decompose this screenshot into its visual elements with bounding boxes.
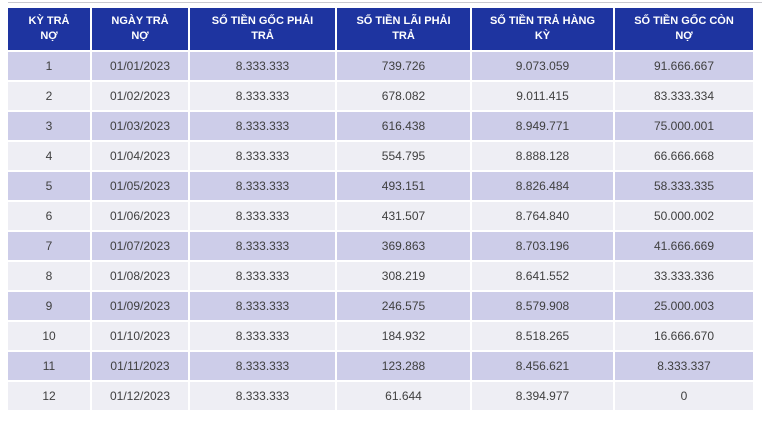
table-cell: 8.333.333 (190, 52, 335, 80)
table-cell: 8.949.771 (472, 112, 613, 140)
table-body: 1 01/01/2023 8.333.333 739.726 9.073.059 91.6… (8, 52, 753, 410)
table-cell: 12 (8, 382, 90, 410)
table-cell: 9.011.415 (472, 82, 613, 110)
table-row: 9 01/09/2023 8.333.333 246.575 8.579.908 25.0… (8, 292, 753, 320)
table-cell: 50.000.002 (615, 202, 753, 230)
table-cell: 9 (8, 292, 90, 320)
table-cell: 8.333.333 (190, 112, 335, 140)
table-cell: 7 (8, 232, 90, 260)
table-cell: 123.288 (337, 352, 470, 380)
table-cell: 8.703.196 (472, 232, 613, 260)
table-cell: 616.438 (337, 112, 470, 140)
table-cell: 01/12/2023 (92, 382, 188, 410)
column-header-period: KỲ TRẢ NỢ (8, 8, 90, 50)
table-cell: 184.932 (337, 322, 470, 350)
table-cell: 01/06/2023 (92, 202, 188, 230)
table-cell: 83.333.334 (615, 82, 753, 110)
table-cell: 8.333.333 (190, 292, 335, 320)
table-cell: 246.575 (337, 292, 470, 320)
table-cell: 0 (615, 382, 753, 410)
table-cell: 8.518.265 (472, 322, 613, 350)
table-cell: 9.073.059 (472, 52, 613, 80)
top-divider (8, 2, 762, 3)
table-cell: 8.333.333 (190, 322, 335, 350)
table-cell: 8.333.333 (190, 262, 335, 290)
table-cell: 01/05/2023 (92, 172, 188, 200)
table-cell: 91.666.667 (615, 52, 753, 80)
table-cell: 16.666.670 (615, 322, 753, 350)
table-cell: 01/02/2023 (92, 82, 188, 110)
table-cell: 01/07/2023 (92, 232, 188, 260)
table-cell: 4 (8, 142, 90, 170)
table-cell: 2 (8, 82, 90, 110)
table-cell: 8.456.621 (472, 352, 613, 380)
table-cell: 1 (8, 52, 90, 80)
column-header-remaining-balance: SỐ TIỀN GỐC CÒN NỢ (615, 8, 753, 50)
table-cell: 8.333.333 (190, 172, 335, 200)
table-cell: 6 (8, 202, 90, 230)
table-cell: 369.863 (337, 232, 470, 260)
table-cell: 554.795 (337, 142, 470, 170)
table-cell: 308.219 (337, 262, 470, 290)
column-header-interest-due: SỐ TIỀN LÃI PHẢI TRẢ (337, 8, 470, 50)
table-cell: 66.666.668 (615, 142, 753, 170)
table-cell: 8.826.484 (472, 172, 613, 200)
table-cell: 493.151 (337, 172, 470, 200)
table-cell: 01/08/2023 (92, 262, 188, 290)
table-cell: 5 (8, 172, 90, 200)
table-row: 6 01/06/2023 8.333.333 431.507 8.764.840 50.0… (8, 202, 753, 230)
table-row: 3 01/03/2023 8.333.333 616.438 8.949.771 75.0… (8, 112, 753, 140)
table-cell: 75.000.001 (615, 112, 753, 140)
header-row: KỲ TRẢ NỢ NGÀY TRẢ NỢ SỐ TIỀN GỐC PHẢI T… (8, 8, 753, 50)
table-cell: 8 (8, 262, 90, 290)
table-cell: 01/10/2023 (92, 322, 188, 350)
table-cell: 8.394.977 (472, 382, 613, 410)
table-cell: 61.644 (337, 382, 470, 410)
table-cell: 8.579.908 (472, 292, 613, 320)
table-cell: 431.507 (337, 202, 470, 230)
table-cell: 8.333.333 (190, 352, 335, 380)
table-cell: 11 (8, 352, 90, 380)
table-cell: 01/09/2023 (92, 292, 188, 320)
table-cell: 25.000.003 (615, 292, 753, 320)
table-cell: 8.888.128 (472, 142, 613, 170)
column-header-principal-due: SỐ TIỀN GỐC PHẢI TRẢ (190, 8, 335, 50)
table-cell: 8.333.333 (190, 382, 335, 410)
table-cell: 8.764.840 (472, 202, 613, 230)
table-cell: 8.333.333 (190, 232, 335, 260)
table-cell: 01/11/2023 (92, 352, 188, 380)
table-cell: 8.333.337 (615, 352, 753, 380)
table-row: 5 01/05/2023 8.333.333 493.151 8.826.484 58.3… (8, 172, 753, 200)
table-cell: 41.666.669 (615, 232, 753, 260)
table-cell: 01/04/2023 (92, 142, 188, 170)
table-cell: 58.333.335 (615, 172, 753, 200)
table-cell: 678.082 (337, 82, 470, 110)
table-cell: 10 (8, 322, 90, 350)
table-row: 2 01/02/2023 8.333.333 678.082 9.011.415 83.3… (8, 82, 753, 110)
table-cell: 3 (8, 112, 90, 140)
table-cell: 8.333.333 (190, 202, 335, 230)
table-row: 11 01/11/2023 8.333.333 123.288 8.456.621 8.3… (8, 352, 753, 380)
table-row: 1 01/01/2023 8.333.333 739.726 9.073.059 91.6… (8, 52, 753, 80)
table-cell: 739.726 (337, 52, 470, 80)
table-row: 7 01/07/2023 8.333.333 369.863 8.703.196 41.6… (8, 232, 753, 260)
column-header-periodic-payment: SỐ TIỀN TRẢ HÀNG KỲ (472, 8, 613, 50)
table-row: 4 01/04/2023 8.333.333 554.795 8.888.128 66.6… (8, 142, 753, 170)
table-cell: 33.333.336 (615, 262, 753, 290)
table-cell: 8.641.552 (472, 262, 613, 290)
table-cell: 01/01/2023 (92, 52, 188, 80)
table-header: KỲ TRẢ NỢ NGÀY TRẢ NỢ SỐ TIỀN GỐC PHẢI T… (8, 8, 753, 50)
table-row: 8 01/08/2023 8.333.333 308.219 8.641.552 33.3… (8, 262, 753, 290)
column-header-payment-date: NGÀY TRẢ NỢ (92, 8, 188, 50)
table-cell: 8.333.333 (190, 142, 335, 170)
amortization-table: KỲ TRẢ NỢ NGÀY TRẢ NỢ SỐ TIỀN GỐC PHẢI T… (6, 6, 755, 412)
table-row: 10 01/10/2023 8.333.333 184.932 8.518.265 16.… (8, 322, 753, 350)
table-cell: 01/03/2023 (92, 112, 188, 140)
table-row: 12 01/12/2023 8.333.333 61.644 8.394.977 0 (8, 382, 753, 410)
table-cell: 8.333.333 (190, 82, 335, 110)
